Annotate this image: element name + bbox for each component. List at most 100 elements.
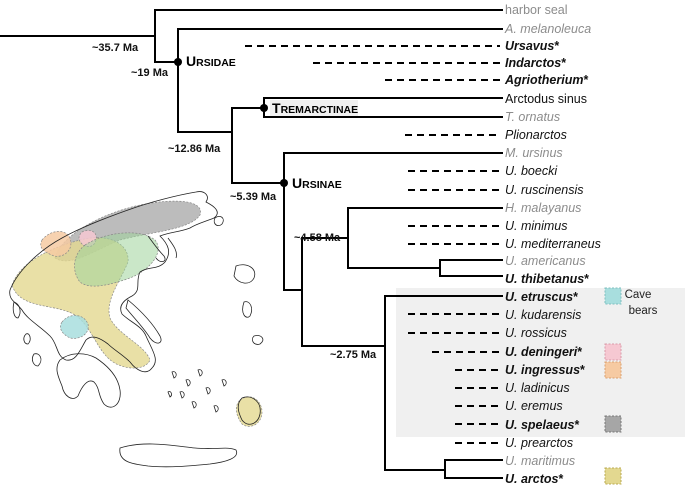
- chalkidiki-outline: [147, 235, 177, 262]
- taxon-name: Agriotherium: [504, 73, 583, 87]
- swatch-deningeri: [604, 343, 622, 361]
- taxon-u-ingressus: U. ingressus*: [505, 363, 585, 377]
- taxon-h-malayanus: H. malayanus: [505, 201, 581, 215]
- taxon-u-kudarensis: U. kudarensis: [505, 308, 581, 322]
- swatch-ingressus: [604, 361, 622, 379]
- taxon-t-ornatus: T. ornatus: [505, 110, 560, 124]
- taxon-name: U. mediterraneus: [505, 237, 601, 251]
- taxon-u-rossicus: U. rossicus: [505, 326, 567, 340]
- taxon-name: M. ursinus: [505, 146, 563, 160]
- taxon-name: U. americanus: [505, 254, 586, 268]
- cyclades-islands: [167, 369, 227, 413]
- taxon-u-prearctos: U. prearctos: [505, 436, 573, 450]
- tree-branches: [0, 9, 503, 479]
- age-cave: ~2.75 Ma: [330, 349, 377, 361]
- taxon-asterisk: *: [559, 472, 564, 486]
- taxon-name: U. kudarensis: [505, 308, 581, 322]
- taxon-name: U. thibetanus: [505, 272, 584, 286]
- cave-bears-label-line1: Cave: [625, 289, 652, 301]
- taxon-u-eremus: U. eremus: [505, 399, 563, 413]
- distribution-ranges: [11, 200, 263, 427]
- taxon-name: U. boecki: [505, 164, 558, 178]
- chios-outline: [242, 301, 252, 318]
- range-ingressus: [40, 231, 72, 257]
- ursinae-label-rest: RSINAE: [302, 179, 342, 191]
- taxon-u-etruscus: U. etruscus*: [505, 290, 578, 304]
- tremarctinae-node-dot: [260, 104, 268, 112]
- mainland-outline: [9, 191, 218, 373]
- taxon-u-thibetanus: U. thibetanus*: [505, 272, 589, 286]
- taxon-name: U. eremus: [505, 399, 563, 413]
- taxon-name: U. rossicus: [505, 326, 567, 340]
- taxon-u-minimus: U. minimus: [505, 219, 568, 233]
- taxon-agriotherium: Agriotherium*: [504, 73, 588, 87]
- taxon-name: U. ladinicus: [505, 381, 570, 395]
- ursidae-node-dot: [174, 58, 182, 66]
- rhodes-outline: [237, 396, 261, 425]
- lesvos-outline: [233, 264, 256, 284]
- taxon-name: U. prearctos: [505, 436, 573, 450]
- ursidae-label-rest: RSIDAE: [196, 57, 236, 69]
- cave-bear-highlight: [396, 288, 685, 437]
- taxon-u-deningeri: U. deningeri*: [505, 345, 582, 359]
- taxon-u-arctos: U. arctos*: [505, 472, 564, 486]
- taxon-asterisk: *: [561, 56, 566, 70]
- corfu-outline: [12, 301, 21, 319]
- swatch-arctos: [604, 467, 622, 485]
- taxon-asterisk: *: [583, 73, 588, 87]
- taxon-asterisk: *: [584, 272, 589, 286]
- age-ursinae: ~5.39 Ma: [230, 191, 277, 203]
- tremarctinae-label-cap: T: [272, 100, 281, 116]
- taxon-name: T. ornatus: [505, 110, 560, 124]
- crete-outline: [119, 443, 238, 468]
- taxon-u-ruscinensis: U. ruscinensis: [505, 183, 584, 197]
- tremarctinae-label: TREMARCTINAE: [272, 100, 358, 116]
- ursinae-node-dot: [280, 179, 288, 187]
- peloponnese-outline: [56, 353, 121, 408]
- taxon-name: A. melanoleuca: [504, 22, 591, 36]
- fossil-branches: [245, 45, 500, 444]
- cave-bears-label-line2: bears: [629, 305, 658, 317]
- taxon-name: U. deningeri: [505, 345, 578, 359]
- taxon-name: Plionarctos: [505, 128, 567, 142]
- taxon-u-maritimus: U. maritimus: [505, 454, 575, 468]
- thasos-outline: [213, 216, 224, 226]
- taxon-asterisk: *: [577, 345, 582, 359]
- taxon-name: U. etruscus: [505, 290, 573, 304]
- taxon-u-boecki: U. boecki: [505, 164, 558, 178]
- taxon-asterisk: *: [554, 39, 559, 53]
- range-green-overlap: [74, 232, 159, 287]
- greece-map: [9, 191, 264, 468]
- taxon-u-spelaeus: U. spelaeus*: [505, 418, 579, 432]
- taxon-m-ursinus: M. ursinus: [505, 146, 563, 160]
- ursidae-label: URSIDAE: [186, 53, 236, 69]
- taxon-name: U. maritimus: [505, 454, 575, 468]
- taxon-plionarctos: Plionarctos: [505, 128, 567, 142]
- tremarctinae-label-bg: [270, 100, 358, 116]
- taxon-harbor-seal: harbor seal: [505, 3, 568, 17]
- ursinae-label-cap: U: [292, 175, 302, 191]
- ionian-islands: [23, 333, 42, 367]
- range-etruscus: [60, 315, 89, 339]
- taxon-name: Indarctos: [505, 56, 561, 70]
- age-tremarctinae: ~12.86 Ma: [168, 143, 221, 155]
- tremarctinae-label-rest: REMARCTINAE: [281, 104, 359, 116]
- ursidae-label-cap: U: [186, 53, 196, 69]
- taxon-name: U. ingressus: [505, 363, 580, 377]
- age-root: ~35.7 Ma: [92, 42, 139, 54]
- taxon-name: U. spelaeus: [505, 418, 575, 432]
- taxon-name: H. malayanus: [505, 201, 581, 215]
- samos-outline: [252, 335, 264, 345]
- taxon-arctodus-sinus: Arctodus sinus: [505, 92, 587, 106]
- age-ursidae: ~19 Ma: [131, 67, 169, 79]
- euboea-outline: [125, 299, 162, 344]
- taxon-asterisk: *: [574, 418, 579, 432]
- taxon-asterisk: *: [573, 290, 578, 304]
- taxon-name: Arctodus sinus: [505, 92, 587, 106]
- taxon-indarctos: Indarctos*: [505, 56, 566, 70]
- taxon-asterisk: *: [580, 363, 585, 377]
- taxon-u-ladinicus: U. ladinicus: [505, 381, 570, 395]
- ursinae-label: URSINAE: [292, 175, 342, 191]
